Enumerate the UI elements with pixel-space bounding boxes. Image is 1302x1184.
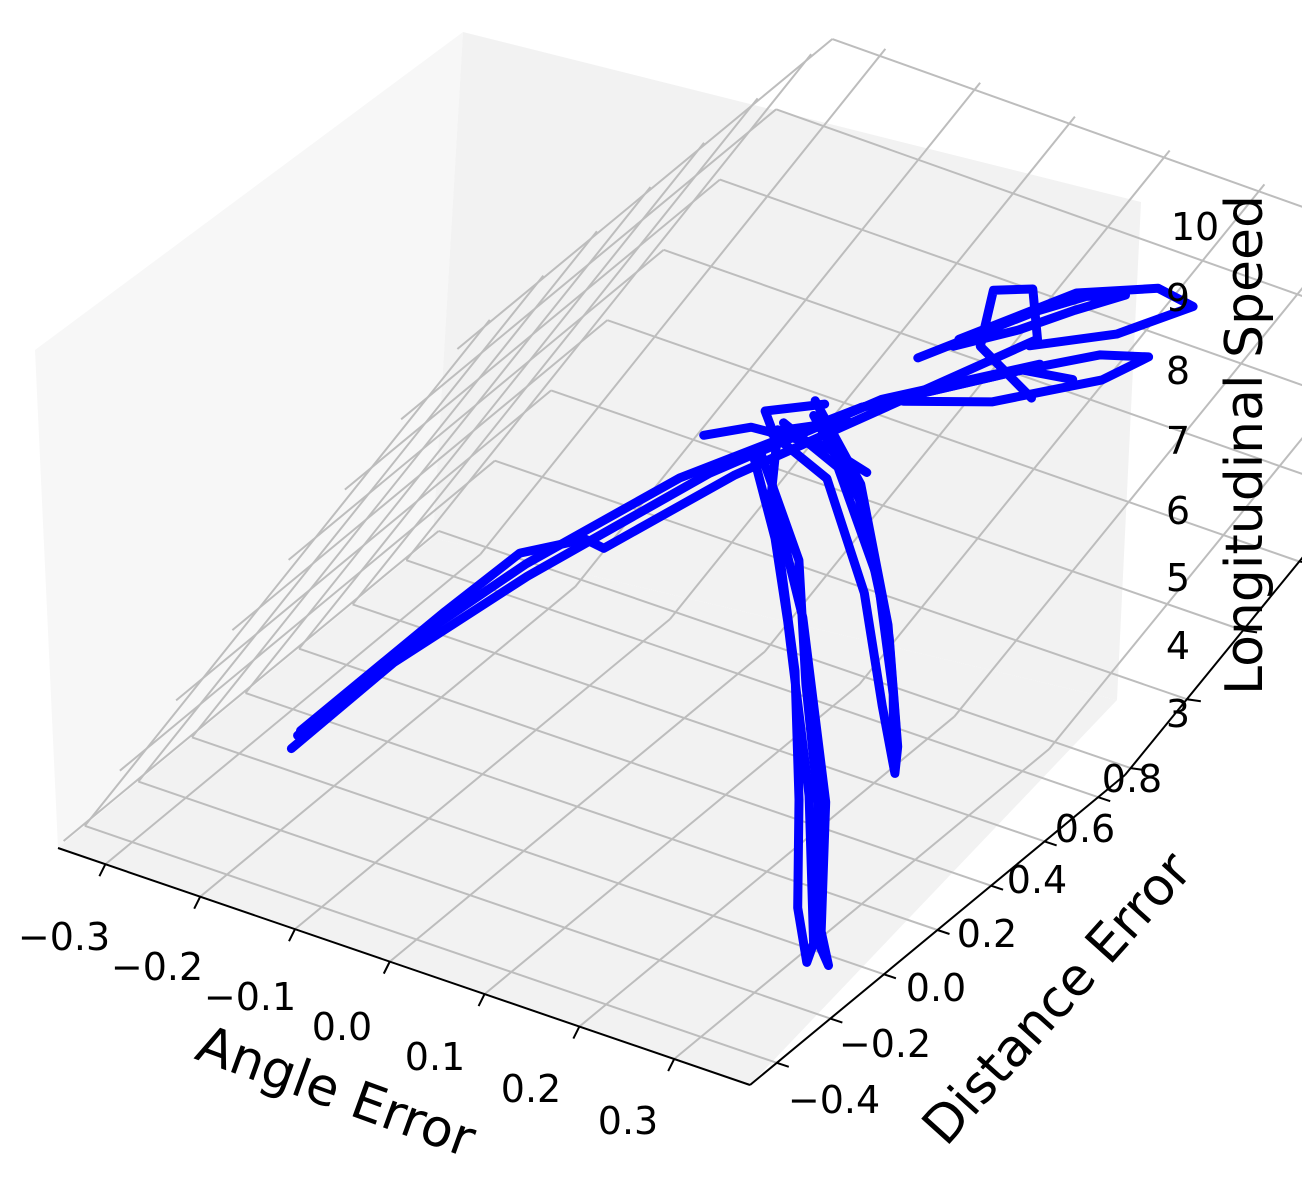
trajectory-loop bbox=[754, 443, 833, 970]
z-tick-labels: 3 4 5 6 7 8 9 10 bbox=[1166, 205, 1219, 736]
z-axis-label: Longitudinal Speed bbox=[1215, 195, 1275, 695]
axes-3d bbox=[35, 32, 1302, 1086]
y-tick-label: 0.8 bbox=[1102, 757, 1162, 801]
z-tick-label: 10 bbox=[1171, 205, 1219, 249]
x-tick-label: 0.1 bbox=[405, 1035, 465, 1079]
x-tick bbox=[667, 1058, 676, 1072]
grid-line bbox=[1048, 437, 1302, 750]
grid-line bbox=[175, 389, 552, 702]
x-tick-label: −0.2 bbox=[111, 945, 203, 989]
z-tick-label: 5 bbox=[1166, 556, 1190, 600]
grid-line bbox=[298, 142, 705, 650]
trajectory-loop bbox=[748, 425, 819, 967]
x-tick-label: 0.3 bbox=[598, 1099, 658, 1143]
z-tick bbox=[1242, 629, 1258, 634]
grid-line bbox=[953, 286, 1302, 718]
x-axis-line bbox=[57, 847, 751, 1086]
y-tick-label: 0.4 bbox=[1007, 858, 1067, 902]
grid-line bbox=[138, 780, 831, 1020]
grid-line bbox=[84, 319, 491, 827]
grid-line bbox=[494, 459, 1188, 701]
grid-line bbox=[191, 736, 885, 976]
trajectory bbox=[286, 283, 1198, 970]
trajectory-loop bbox=[779, 396, 901, 766]
z-tick-label: 7 bbox=[1166, 419, 1190, 463]
z-tick-label: 4 bbox=[1166, 624, 1190, 668]
x-tick bbox=[98, 863, 107, 877]
axis-ticks bbox=[98, 560, 1302, 1072]
y-tick bbox=[1044, 840, 1057, 847]
grid-line bbox=[351, 97, 759, 606]
y-tick-label: 0.0 bbox=[906, 966, 966, 1010]
grid-line bbox=[405, 53, 812, 561]
trajectory-loop bbox=[699, 422, 872, 477]
grid-line bbox=[479, 48, 887, 555]
grid-line bbox=[858, 183, 1266, 685]
x-tick-label: −0.1 bbox=[204, 975, 296, 1019]
y-tick bbox=[1097, 796, 1111, 803]
z-tick-label: 3 bbox=[1166, 692, 1190, 736]
trajectory-loop bbox=[760, 399, 852, 437]
y-tick-label: 0.2 bbox=[957, 912, 1017, 956]
pane-left bbox=[35, 32, 463, 848]
x-tick bbox=[477, 993, 486, 1007]
x-tick-label: 0.0 bbox=[312, 1005, 372, 1049]
x-tick bbox=[572, 1026, 581, 1040]
grid-line bbox=[456, 38, 834, 350]
grid-line bbox=[607, 319, 1300, 563]
grid-line bbox=[405, 559, 1099, 799]
grid-line bbox=[832, 38, 1302, 208]
grid-line bbox=[400, 108, 777, 421]
y-tick-label: −0.2 bbox=[839, 1022, 931, 1066]
x-tick-labels: −0.3 −0.2 −0.1 0.0 0.1 0.2 0.3 bbox=[18, 915, 658, 1143]
y-tick bbox=[883, 973, 897, 980]
grid-line bbox=[137, 274, 545, 783]
x-tick bbox=[288, 928, 296, 942]
y-tick-label: 0.6 bbox=[1055, 807, 1115, 851]
x-tick-label: 0.2 bbox=[501, 1067, 561, 1111]
y-tick bbox=[990, 884, 1004, 891]
grid-line bbox=[287, 249, 665, 561]
grid-line bbox=[550, 389, 1244, 632]
trajectory-loop bbox=[954, 283, 1198, 351]
x-tick-label: −0.3 bbox=[18, 915, 110, 959]
z-tick-label: 9 bbox=[1166, 276, 1190, 320]
grid-line bbox=[352, 603, 1045, 843]
grid-line bbox=[669, 116, 1076, 620]
grid-line bbox=[775, 108, 1302, 298]
y-tick bbox=[937, 929, 950, 935]
y-tick bbox=[776, 1061, 790, 1068]
grid-line bbox=[438, 530, 1131, 770]
z-tick-label: 6 bbox=[1166, 489, 1190, 533]
y-axis-line bbox=[749, 774, 1126, 1086]
grid-line bbox=[62, 530, 440, 842]
y-tick-labels: −0.4 −0.2 0.0 0.2 0.4 0.6 0.8 bbox=[788, 757, 1162, 1122]
grid-line bbox=[344, 178, 721, 491]
z-tick bbox=[1130, 767, 1145, 772]
grid-line bbox=[298, 647, 992, 887]
axis-lines bbox=[57, 556, 1302, 1086]
y-tick-label: −0.4 bbox=[788, 1078, 880, 1122]
pane-floor bbox=[58, 538, 1117, 1085]
grid-line bbox=[84, 824, 778, 1064]
grid-line bbox=[244, 186, 652, 694]
x-tick bbox=[382, 961, 391, 975]
z-tick-label: 8 bbox=[1166, 349, 1190, 393]
grid-line bbox=[191, 230, 598, 738]
z-axis-line bbox=[1124, 556, 1302, 776]
y-tick bbox=[830, 1017, 843, 1024]
trajectory-loop bbox=[856, 350, 1154, 412]
grid-line bbox=[119, 459, 496, 772]
x-tick bbox=[193, 896, 202, 910]
z-tick bbox=[1186, 698, 1201, 703]
grid-line bbox=[231, 319, 609, 631]
